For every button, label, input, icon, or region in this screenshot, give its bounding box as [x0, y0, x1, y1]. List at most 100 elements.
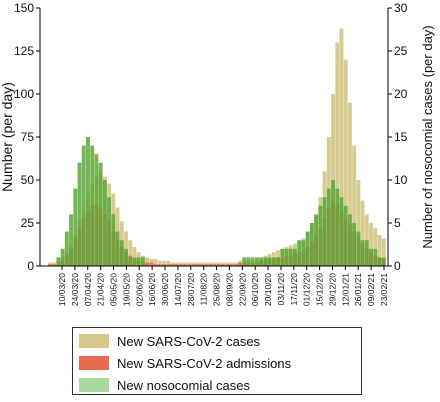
bar-admissions — [157, 264, 162, 266]
bar-nosocomial — [364, 240, 369, 266]
bar-admissions — [149, 262, 154, 266]
legend: New SARS-CoV-2 cases New SARS-CoV-2 admi… — [72, 327, 362, 395]
bar-cases — [335, 42, 340, 267]
y-ticks-left: 0 25 50 75 100 125 150 — [14, 1, 40, 273]
x-ticks: 10/03/20 24/03/20 07/04/20 21/04/20 05/05/20… — [57, 266, 389, 306]
bar-nosocomial — [377, 257, 382, 266]
bar-cases — [369, 223, 373, 266]
bar-cases — [373, 228, 378, 266]
x-tick-label: 24/03/20 — [70, 273, 80, 306]
bar-admissions — [204, 264, 209, 266]
y-tick-label: 50 — [21, 173, 35, 187]
y-tick-label: 75 — [21, 130, 35, 144]
bar-nosocomial — [255, 257, 259, 266]
bar-cases — [360, 200, 365, 266]
bar-nosocomial — [288, 248, 293, 266]
x-tick-label: 09/02/21 — [366, 273, 376, 306]
bar-admissions — [52, 264, 57, 266]
legend-item-nosocomial: New nosocomial cases — [79, 374, 361, 396]
x-tick-label: 22/09/20 — [237, 273, 247, 306]
bar-nosocomial — [90, 145, 95, 266]
x-tick-label: 03/11/20 — [276, 273, 286, 306]
bar-cases — [145, 257, 150, 266]
x-tick-label: 01/12/20 — [302, 273, 312, 306]
bar-admissions — [233, 264, 238, 266]
bars-layer — [48, 28, 386, 267]
x-tick-label: 30/06/20 — [160, 273, 170, 306]
y2-tick-label: 25 — [394, 44, 408, 58]
bar-nosocomial — [86, 137, 90, 266]
bar-admissions — [221, 264, 226, 266]
x-tick-label: 02/06/20 — [134, 273, 144, 306]
bar-admissions — [200, 264, 204, 266]
y-tick-label: 100 — [14, 87, 34, 101]
bar-nosocomial — [81, 145, 86, 266]
y2-tick-label: 5 — [394, 216, 401, 230]
bar-admissions — [187, 264, 192, 266]
x-tick-label: 05/05/20 — [109, 273, 119, 306]
legend-label-nosocomial: New nosocomial cases — [117, 377, 250, 393]
x-tick-label: 16/06/20 — [147, 273, 157, 306]
bar-admissions — [208, 264, 213, 266]
x-tick-label: 15/12/20 — [315, 273, 325, 306]
x-tick-label: 19/05/20 — [121, 273, 131, 306]
bar-nosocomial — [314, 214, 319, 266]
bar-nosocomial — [318, 205, 323, 266]
bar-nosocomial — [77, 162, 82, 266]
bar-nosocomial — [259, 257, 264, 266]
bar-nosocomial — [115, 231, 120, 266]
bar-nosocomial — [69, 214, 74, 266]
bar-nosocomial — [132, 257, 137, 266]
legend-swatch-admissions — [79, 356, 109, 370]
bar-admissions — [238, 262, 243, 266]
bar-nosocomial — [297, 240, 302, 266]
bar-nosocomial — [331, 180, 335, 266]
x-tick-label: 21/04/20 — [96, 273, 106, 306]
bar-nosocomial — [309, 223, 314, 266]
bar-nosocomial — [339, 197, 344, 266]
y-ticks-right: 0 5 10 15 20 25 30 — [388, 1, 408, 273]
bar-nosocomial — [347, 214, 352, 266]
bar-nosocomial — [267, 257, 272, 266]
bar-nosocomial — [56, 257, 61, 266]
bar-nosocomial — [381, 257, 386, 266]
bar-cases — [157, 260, 162, 266]
bar-cases — [128, 240, 133, 266]
y-tick-label: 150 — [14, 1, 34, 15]
bar-nosocomial — [242, 257, 247, 266]
bar-nosocomial — [246, 257, 251, 266]
bar-admissions — [225, 264, 230, 266]
bar-nosocomial — [352, 223, 357, 266]
bar-nosocomial — [322, 197, 327, 266]
bar-nosocomial — [73, 188, 78, 266]
bar-admissions — [48, 264, 52, 266]
bar-admissions — [162, 264, 166, 266]
bar-nosocomial — [128, 257, 133, 266]
bar-nosocomial — [280, 248, 285, 266]
bar-cases — [347, 102, 352, 266]
bar-cases — [166, 260, 171, 266]
x-tick-label: 11/08/20 — [199, 273, 209, 306]
bar-admissions — [166, 264, 171, 266]
bar-nosocomial — [94, 154, 99, 266]
y2-tick-label: 0 — [394, 259, 401, 273]
bar-nosocomial — [360, 240, 365, 266]
x-tick-label: 26/01/21 — [353, 273, 363, 306]
legend-item-admissions: New SARS-CoV-2 admissions — [79, 352, 361, 374]
y2-tick-label: 30 — [394, 1, 408, 15]
bar-admissions — [153, 264, 158, 266]
bar-admissions — [178, 264, 183, 266]
bar-nosocomial — [343, 205, 348, 266]
bar-cases — [162, 260, 166, 266]
bar-nosocomial — [305, 231, 310, 266]
x-tick-label: 23/02/21 — [379, 273, 389, 306]
bar-cases — [352, 145, 357, 266]
y-tick-label: 0 — [27, 259, 34, 273]
bar-cases — [153, 259, 158, 266]
bar-admissions — [212, 264, 217, 266]
bar-cases — [356, 180, 361, 266]
bar-admissions — [217, 264, 221, 266]
y2-tick-label: 20 — [394, 87, 408, 101]
x-tick-label: 29/12/20 — [327, 273, 337, 306]
bar-admissions — [195, 264, 200, 266]
